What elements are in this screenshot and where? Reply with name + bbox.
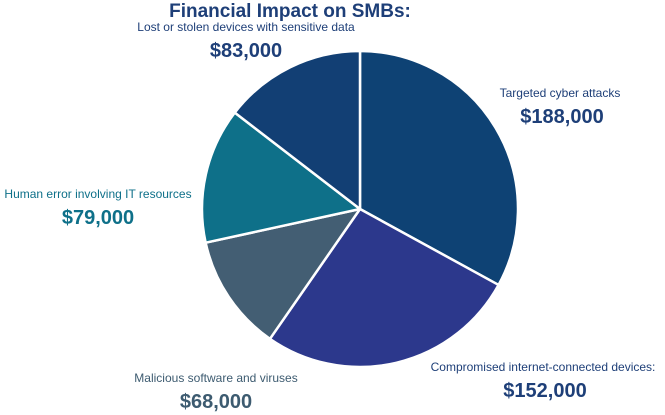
value-label-compromised-devices: $152,000 xyxy=(503,380,586,402)
category-label-human-error: Human error involving IT resources xyxy=(4,187,191,201)
pie-slice-lost-devices xyxy=(233,49,362,211)
pie-slice-targeted-attacks xyxy=(358,49,520,287)
value-label-malicious-software: $68,000 xyxy=(180,391,252,413)
value-label-lost-devices: $83,000 xyxy=(210,40,282,62)
pie-slice-malicious-software xyxy=(204,207,362,341)
category-label-malicious-software: Malicious software and viruses xyxy=(134,371,297,385)
category-label-compromised-devices: Compromised internet-connected devices: xyxy=(431,360,656,374)
chart-title: Financial Impact on SMBs: xyxy=(169,1,411,22)
value-label-targeted-attacks: $188,000 xyxy=(520,106,603,128)
category-label-targeted-attacks: Targeted cyber attacks xyxy=(500,86,621,100)
pie-slice-human-error xyxy=(200,111,362,244)
category-label-lost-devices: Lost or stolen devices with sensitive da… xyxy=(137,20,355,34)
pie-slices xyxy=(200,49,520,369)
pie-labels: Targeted cyber attacks $188,000 Compromise… xyxy=(4,20,655,413)
pie-slice-compromised-devices xyxy=(268,207,500,369)
value-label-human-error: $79,000 xyxy=(62,207,134,229)
